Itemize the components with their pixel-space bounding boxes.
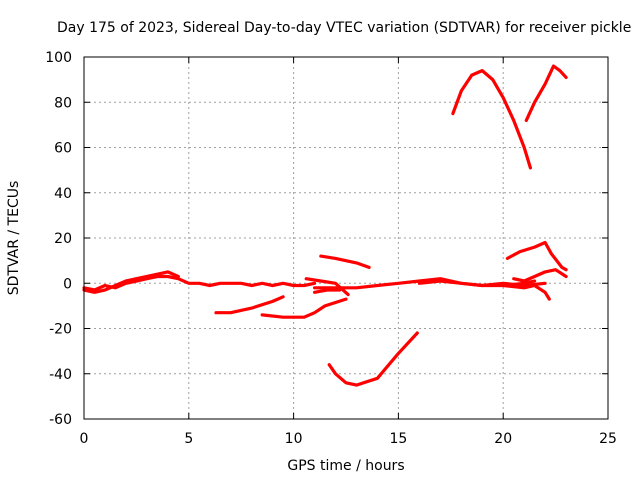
axis-ticks (83, 56, 609, 420)
y-tick-label: -40 (49, 367, 72, 383)
x-tick-label: 20 (494, 431, 512, 447)
y-tick-label: -20 (49, 322, 72, 338)
series-arc-short-b (304, 277, 350, 297)
y-tick-label: 40 (54, 186, 72, 202)
x-tick-label: 10 (285, 431, 303, 447)
y-tick-label: 80 (54, 95, 72, 111)
series-arc-late-2 (501, 283, 551, 301)
chart-title: Day 175 of 2023, Sidereal Day-to-day VTE… (57, 20, 631, 36)
y-tick-labels: -60 -40 -20 0 20 40 60 80 100 (45, 50, 72, 428)
y-tick-label: 20 (54, 231, 72, 247)
x-tick-labels: 0 5 10 15 20 25 (80, 431, 617, 447)
x-tick-label: 5 (184, 431, 193, 447)
series-arc-dip-b (260, 297, 348, 319)
series-arc-baseline-4 (417, 279, 547, 288)
y-tick-label: -60 (49, 412, 72, 428)
x-axis-label: GPS time / hours (287, 458, 404, 474)
y-tick-label: 100 (45, 50, 72, 66)
y-tick-label: 0 (63, 276, 72, 292)
series-arc-short-a (319, 254, 371, 269)
x-tick-label: 0 (80, 431, 89, 447)
series-arc-baseline-1 (82, 274, 317, 292)
series-arc-short-c (313, 288, 342, 294)
series-arc-late-1 (512, 268, 568, 283)
series-arc-mid-right (505, 240, 568, 272)
y-tick-label: 60 (54, 141, 72, 157)
series-arc-dip-a (214, 295, 285, 315)
x-tick-label: 15 (389, 431, 407, 447)
plot-series-group (82, 64, 568, 387)
series-arc-bowl (327, 331, 419, 387)
x-tick-label: 25 (599, 431, 617, 447)
series-arc-baseline-2 (82, 270, 180, 294)
series-arc-peak-right (524, 64, 568, 123)
y-axis-label: SDTVAR / TECUs (6, 181, 22, 296)
series-arc-peak-left (451, 68, 533, 170)
